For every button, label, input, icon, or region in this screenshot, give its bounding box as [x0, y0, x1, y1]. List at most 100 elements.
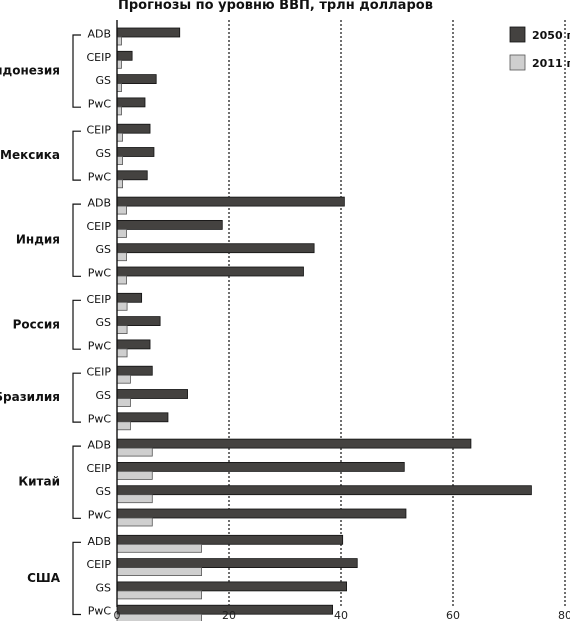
estimate-label: GS [95, 316, 111, 329]
bar-2011 [116, 447, 153, 457]
estimate-label: PwC [88, 509, 112, 522]
bar-2050 [116, 219, 223, 230]
bar-2011 [116, 179, 123, 189]
estimate-label: GS [95, 243, 111, 256]
country-label: Россия [13, 317, 60, 331]
bar-2011 [116, 228, 127, 238]
country-label: США [27, 571, 61, 585]
estimate-label: GS [95, 389, 111, 402]
bar-2011 [116, 252, 127, 262]
bar-2050 [116, 508, 407, 519]
bar-2050 [116, 170, 148, 181]
bar-2050 [116, 147, 155, 157]
group-bracket [72, 445, 81, 519]
estimate-label: CEIP [86, 220, 111, 233]
estimate-label: CEIP [86, 124, 111, 137]
bar-2050 [116, 485, 532, 496]
bar-2050 [116, 50, 133, 61]
estimate-label: PwC [88, 339, 112, 352]
legend: 2050 г. 2011 г. [509, 26, 570, 71]
bar-2011 [116, 590, 202, 600]
estimate-label: CEIP [86, 51, 111, 64]
estimate-label: ADB [87, 28, 111, 41]
bar-2011 [116, 517, 153, 527]
estimate-label: GS [95, 485, 111, 498]
category-labels: ADB CEIP GS PwC Индонезия CEIP GS PwC Мексика ADB… [0, 28, 111, 618]
estimate-label: ADB [87, 439, 111, 452]
bar-2011 [116, 470, 153, 480]
bar-2050 [116, 97, 146, 108]
country-label: Мексика [0, 148, 60, 162]
estimate-label: CEIP [86, 462, 111, 475]
estimate-label: ADB [87, 535, 111, 548]
legend-swatch-2050 [509, 26, 526, 43]
bar-2050 [116, 266, 304, 277]
group-bracket [72, 541, 81, 616]
x-tick-label: 80 [558, 609, 570, 621]
country-label: Индия [16, 233, 60, 247]
estimate-label: PwC [88, 412, 112, 425]
bar-2011 [116, 567, 202, 576]
bar-2011 [116, 348, 128, 358]
estimate-label: CEIP [86, 366, 111, 379]
bar-2050 [116, 365, 153, 376]
bar-2050 [116, 123, 151, 134]
country-label: Китай [18, 475, 60, 489]
legend-label-2050: 2050 г. [532, 29, 570, 42]
group-bracket [72, 372, 81, 423]
bar-2011 [116, 374, 131, 384]
group-bracket [72, 203, 81, 277]
bar-2011 [116, 132, 123, 142]
bar-2050 [116, 534, 344, 545]
chart-title: Прогнозы по уровню ВВП, трлн долларов [118, 0, 433, 13]
bars [116, 27, 532, 621]
group-bracket [72, 299, 81, 350]
bar-2050 [116, 558, 358, 568]
bar-2050 [116, 581, 348, 592]
x-tick-label: 0 [114, 609, 121, 621]
country-label: Бразилия [0, 390, 60, 404]
bar-2050 [116, 243, 315, 254]
estimate-label: CEIP [86, 558, 111, 571]
legend-swatch-2011 [509, 54, 526, 71]
bar-2011 [116, 205, 127, 215]
x-tick-label: 40 [334, 609, 348, 621]
estimate-label: PwC [88, 97, 112, 110]
bar-2050 [116, 196, 345, 207]
x-tick-label: 20 [222, 609, 236, 621]
x-axis: 0 20 40 60 80 [114, 20, 570, 621]
bar-2050 [116, 316, 161, 327]
grid-lines [228, 20, 566, 607]
country-label: Индонезия [0, 64, 60, 78]
estimate-label: PwC [88, 605, 112, 618]
estimate-label: ADB [87, 197, 111, 210]
bar-2011 [116, 301, 128, 311]
bar-2050 [116, 74, 157, 84]
bar-2011 [116, 421, 131, 431]
bar-2011 [116, 613, 202, 621]
bar-2050 [116, 604, 334, 615]
estimate-label: PwC [88, 267, 112, 280]
bar-2050 [116, 389, 188, 399]
bar-2050 [116, 461, 405, 472]
estimate-label: GS [95, 74, 111, 87]
bar-2050 [116, 438, 472, 449]
x-tick-label: 60 [446, 609, 460, 621]
bar-2011 [116, 275, 127, 285]
bar-2050 [116, 292, 143, 303]
bar-2011 [116, 156, 123, 165]
bar-2050 [116, 339, 151, 350]
bar-2011 [116, 494, 153, 504]
group-bracket [72, 130, 81, 181]
estimate-label: GS [95, 581, 111, 594]
bar-2011 [116, 398, 131, 407]
bar-2050 [116, 412, 169, 423]
bar-2011 [116, 543, 202, 553]
bar-2050 [116, 27, 181, 38]
estimate-label: GS [95, 147, 111, 160]
legend-label-2011: 2011 г. [532, 57, 570, 70]
group-bracket [72, 34, 81, 108]
estimate-label: PwC [88, 170, 112, 183]
estimate-label: CEIP [86, 293, 111, 306]
